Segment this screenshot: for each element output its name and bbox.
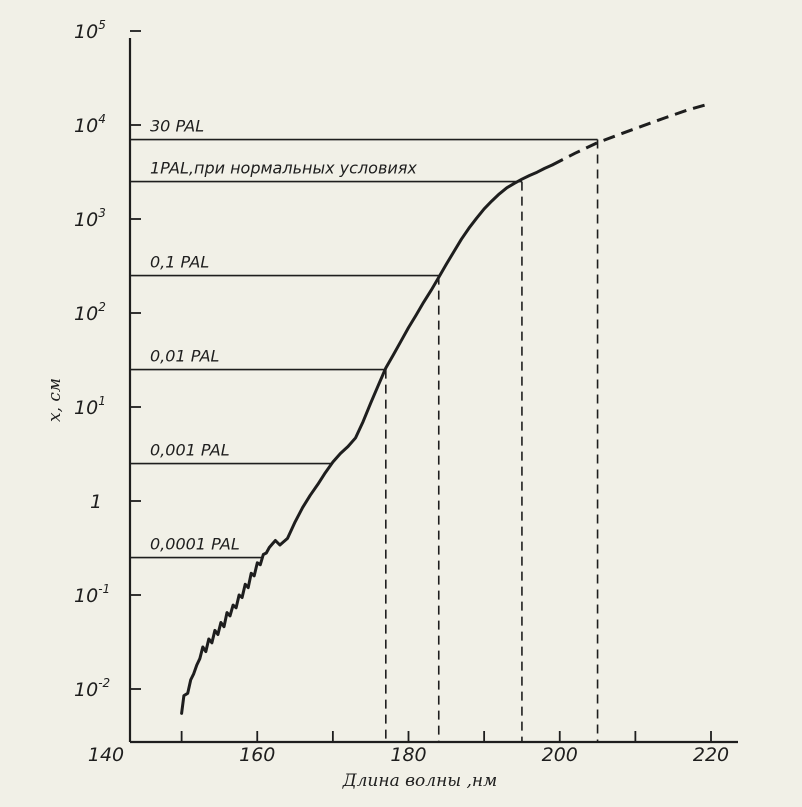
reference-label: 1PAL,при нормальных условиях: [150, 159, 417, 178]
axes: [128, 30, 738, 744]
y-tick-label: 104: [74, 112, 106, 137]
y-tick-label: 10-1: [74, 582, 110, 607]
y-tick-label: 105: [74, 18, 106, 43]
absorption-curve-dashed: [551, 101, 712, 167]
x-axis-title: Длина волны ,нм: [342, 771, 497, 791]
data-series: [180, 101, 712, 715]
y-tick-label: 103: [74, 206, 106, 231]
absorption-curve-solid: [180, 163, 554, 715]
x-tick-label: 180: [390, 744, 426, 766]
x-tick-label: 160: [239, 744, 275, 766]
x-tick-label: 140: [88, 744, 124, 766]
x-tick-label: 220: [693, 744, 729, 766]
x-tick-label: 200: [542, 744, 578, 766]
reference-label: 0,0001 PAL: [150, 535, 240, 554]
y-tick-label: 10-2: [74, 676, 110, 701]
y-tick-label: 1: [90, 491, 102, 513]
reference-label: 0,001 PAL: [150, 441, 230, 460]
labels: 140 160 180 200 220 10-2 10-1 1 101 102 103 104 105 Д…: [45, 18, 729, 791]
reference-label: 30 PAL: [150, 117, 204, 136]
reference-lines: [130, 138, 599, 742]
reference-label: 0,01 PAL: [150, 347, 219, 366]
reference-label: 0,1 PAL: [150, 253, 209, 272]
y-axis-title: x, см: [45, 378, 65, 422]
y-tick-label: 102: [74, 300, 106, 325]
y-tick-label: 101: [74, 394, 106, 419]
